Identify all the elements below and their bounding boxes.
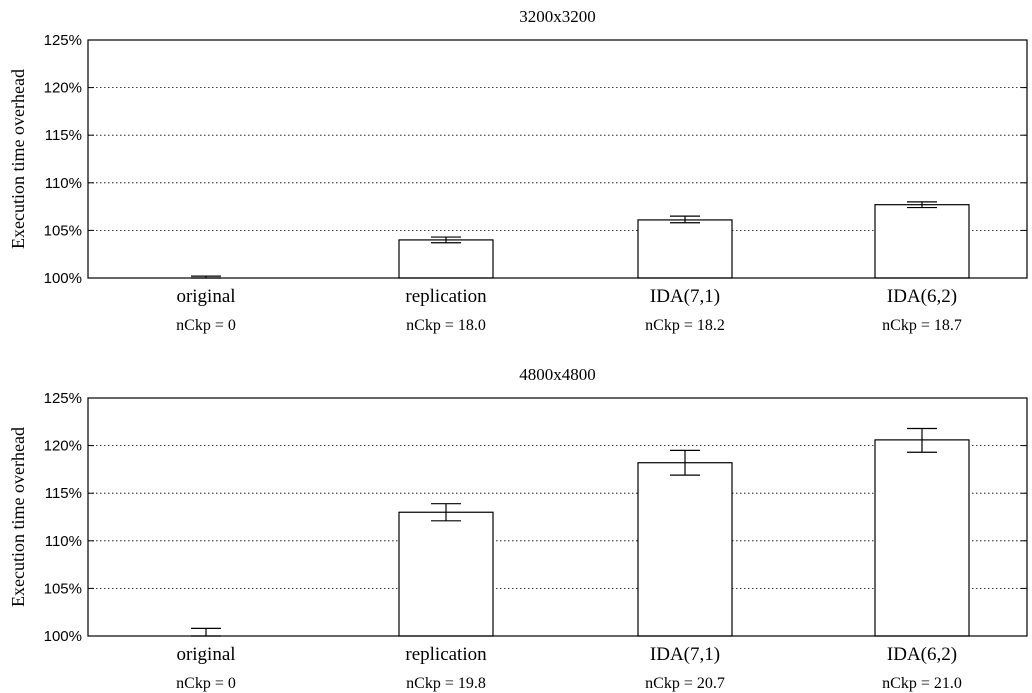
x-category-label: IDA(6,2) bbox=[887, 644, 957, 665]
chart-panel-4800: 4800x4800 100% 105% 110% 115% 120% 125% Executi… bbox=[8, 365, 1028, 692]
chart-panel-3200: 3200x3200 100% 105% 110% 115% 120% 125% Executi… bbox=[8, 7, 1028, 334]
y-tick-label: 110% bbox=[45, 533, 82, 550]
x-category-label: original bbox=[176, 644, 235, 665]
y-tick-label: 120% bbox=[44, 80, 82, 97]
chart-title: 4800x4800 bbox=[519, 365, 596, 384]
x-category-label: IDA(7,1) bbox=[650, 286, 720, 307]
x-sublabel: nCkp = 20.7 bbox=[645, 675, 725, 692]
y-tick-label: 105% bbox=[44, 580, 82, 597]
bar bbox=[398, 511, 494, 637]
bar bbox=[874, 439, 970, 637]
x-sublabel: nCkp = 21.0 bbox=[882, 675, 962, 692]
y-tick-label: 125% bbox=[44, 32, 82, 49]
y-tick-label: 115% bbox=[45, 127, 82, 144]
y-tick-label: 115% bbox=[45, 485, 82, 502]
x-sublabel: nCkp = 19.8 bbox=[406, 675, 486, 692]
plot-frame bbox=[87, 39, 1028, 279]
y-axis-label: Execution time overhead bbox=[8, 427, 28, 607]
y-tick-label: 120% bbox=[44, 438, 82, 455]
y-tick-label: 100% bbox=[44, 628, 82, 645]
bar bbox=[637, 462, 733, 637]
bar bbox=[874, 204, 970, 279]
x-category-label: replication bbox=[405, 286, 487, 307]
x-sublabel: nCkp = 18.0 bbox=[406, 317, 486, 334]
y-tick-label: 100% bbox=[44, 270, 82, 287]
plot-frame bbox=[87, 397, 1028, 637]
x-category-label: replication bbox=[405, 644, 487, 665]
x-sublabel: nCkp = 0 bbox=[176, 675, 236, 692]
x-category-label: original bbox=[176, 286, 235, 307]
y-tick-label: 110% bbox=[45, 175, 82, 192]
y-tick-label: 105% bbox=[44, 222, 82, 239]
y-tick-label: 125% bbox=[44, 390, 82, 407]
x-category-label: IDA(6,2) bbox=[887, 286, 957, 307]
y-axis-label: Execution time overhead bbox=[8, 69, 28, 249]
chart-title: 3200x3200 bbox=[519, 7, 596, 26]
x-sublabel: nCkp = 0 bbox=[176, 317, 236, 334]
x-sublabel: nCkp = 18.2 bbox=[645, 317, 725, 334]
bar bbox=[637, 219, 733, 279]
x-category-label: IDA(7,1) bbox=[650, 644, 720, 665]
x-sublabel: nCkp = 18.7 bbox=[882, 317, 962, 334]
bar bbox=[398, 239, 494, 279]
